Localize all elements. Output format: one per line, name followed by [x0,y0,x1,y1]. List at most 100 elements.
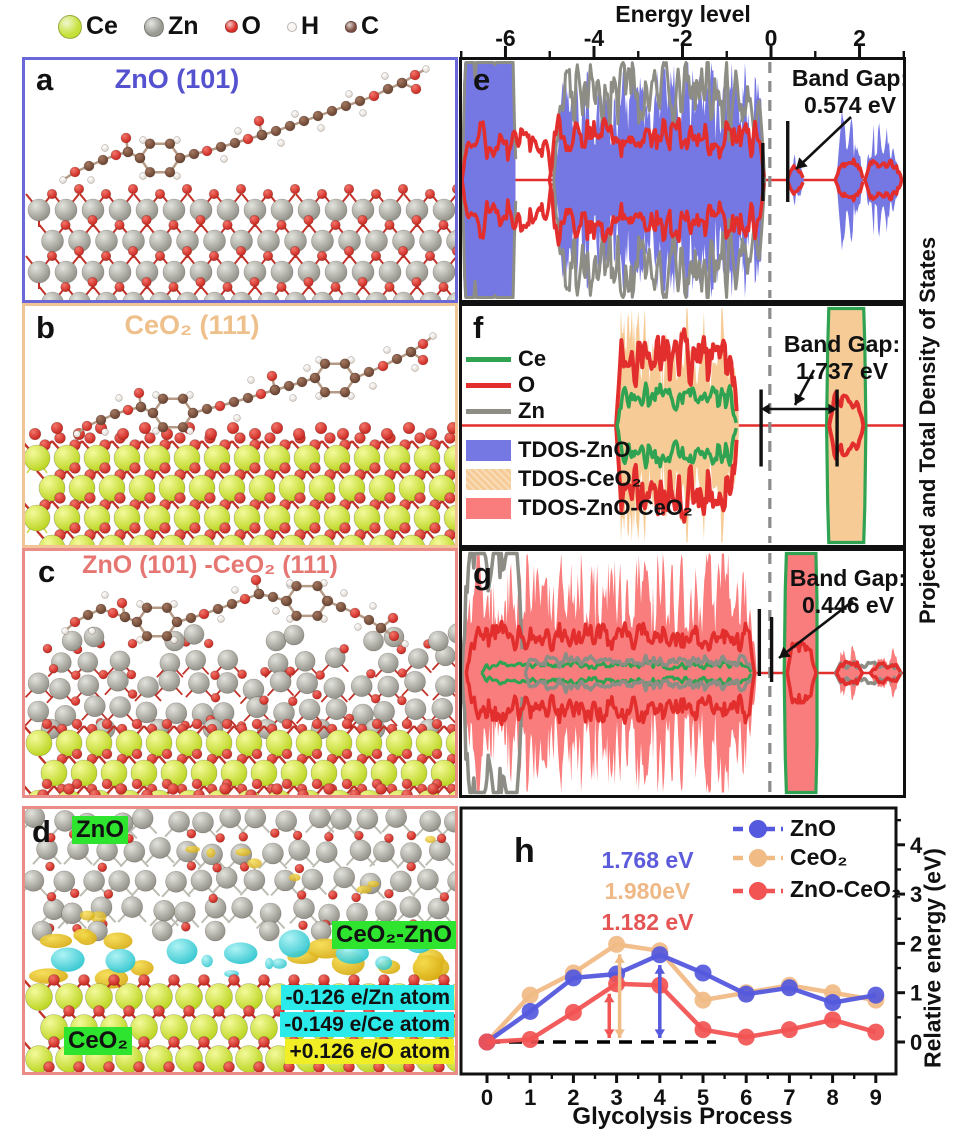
dos-fill [824,306,868,545]
x-tick-label: 9 [870,1085,882,1110]
data-point [521,1031,539,1049]
dos-line [833,157,865,181]
panel-letter-a: a [36,62,54,97]
data-point [780,979,798,997]
dos-line [523,672,757,695]
energy-axis-ticks [460,46,905,57]
o-line-swatch [466,383,511,388]
region-label-ceo2-zno: CeO₂-ZnO [332,921,456,949]
panel-e-dos [459,57,906,303]
dos-line [464,619,757,674]
panel-b-title: CeO₂ (111) [124,310,260,340]
dos-plot-zno-ceo2 [462,551,903,795]
dos-plot-zno [462,61,903,299]
energy-axis-title: Energy level [615,1,751,27]
data-point [608,935,626,953]
energy-tick-label: -4 [583,25,605,51]
panel-b-structure [22,303,458,548]
dos-plot-ceo2 [462,306,903,545]
legend-tdos-zno-ceo2: TDOS-ZnO-CeO₂ [518,495,693,520]
atom-symbol: H [300,12,320,40]
band-gap-value-g: 0.446 eV [801,592,895,618]
series-line-ZnO [485,952,877,1044]
x-tick-label: 6 [740,1085,752,1110]
ceo2-structure-image [25,332,455,545]
panel-h-chart: 0 1 2 3 4 5 6 7 8 9 0 1 2 3 4 [459,806,955,1135]
x-tick-label: 4 [654,1085,667,1110]
dos-line [552,61,767,181]
dos-line [834,659,864,674]
x-axis-label: Glycolysis Process [572,1103,793,1130]
data-point [867,986,885,1004]
dos-line [462,120,553,181]
atom-legend: Ce Zn O H C [58,12,395,41]
data-point [694,964,712,982]
data-point [608,975,626,993]
data-point [780,1021,798,1039]
y-tick-label: 4 [910,833,923,858]
x-tick-label: 0 [481,1085,493,1110]
ce-line-swatch [466,357,511,362]
dos-fill [836,645,863,701]
dos-line [614,327,739,426]
panel-g-dos [459,548,906,798]
energy-tick-label: 2 [853,25,866,51]
dos-line [868,671,902,685]
c-atom-icon [345,20,358,33]
barrier-value-zno-ceo2: 1.182 eV [601,909,694,935]
legend-tdos-ceo2: TDOS-CeO₂ [518,466,642,491]
dos-fill [835,109,863,251]
y-axis-label: Relative energy (eV) [919,848,946,1068]
panel-letter-b: b [36,310,55,345]
data-point [737,985,755,1003]
dos-line [462,551,525,674]
panel-letter-c: c [38,554,56,589]
dos-fill [462,553,757,793]
dos-fill [865,122,901,238]
band-gap-value-f: 1.737 eV [795,358,889,384]
dos-line [785,641,818,674]
band-gap-label-e: Band Gap: [791,65,909,91]
panel-f-dos [459,303,906,548]
dos-line [868,661,902,675]
dos-fill [782,551,819,795]
data-point [651,946,669,964]
dos-line [462,179,553,240]
dos-line [464,672,757,727]
x-tick-label: 3 [610,1085,622,1110]
energy-tick-label: -2 [672,25,693,51]
legend-item-ce: Ce [58,12,118,41]
zno-ceo2-structure-image [25,574,455,795]
data-point [564,969,582,987]
dos-line [462,179,518,299]
panel-letter-d: d [32,814,51,849]
legend-item-c: C [345,12,379,41]
zn-line-swatch [466,409,511,414]
dos-line [863,158,903,181]
panel-letter-h: h [514,832,535,870]
region-label-ceo2: CeO₂ [64,1027,133,1055]
y-tick-label: 1 [910,981,922,1006]
x-tick-label: 7 [783,1085,795,1110]
tdos-zno-swatch [466,440,511,461]
legend-zno-ceo2-series: ZnO-CeO₂ [790,876,902,902]
y-tick-label: 3 [910,882,922,907]
dos-line [547,113,766,181]
panel-letter-e: e [473,62,491,97]
energy-tick-label: 0 [764,25,778,51]
dos-line [552,179,767,299]
dos-line [523,651,757,674]
panel-a-title: ZnO (101) [114,64,240,94]
zn-atom-icon [143,16,164,37]
band-gap-label-f: Band Gap: [783,331,901,357]
legend-item-o: O [224,12,261,41]
dos-line [615,381,738,426]
glycolysis-energy-chart: 0 1 2 3 4 5 6 7 8 9 0 1 2 3 4 [459,806,923,1110]
atom-symbol: Ce [86,12,118,40]
data-point [824,1011,842,1029]
dos-line [614,425,739,524]
dos-line [785,179,805,196]
data-point [694,1021,712,1039]
data-point [824,994,842,1012]
